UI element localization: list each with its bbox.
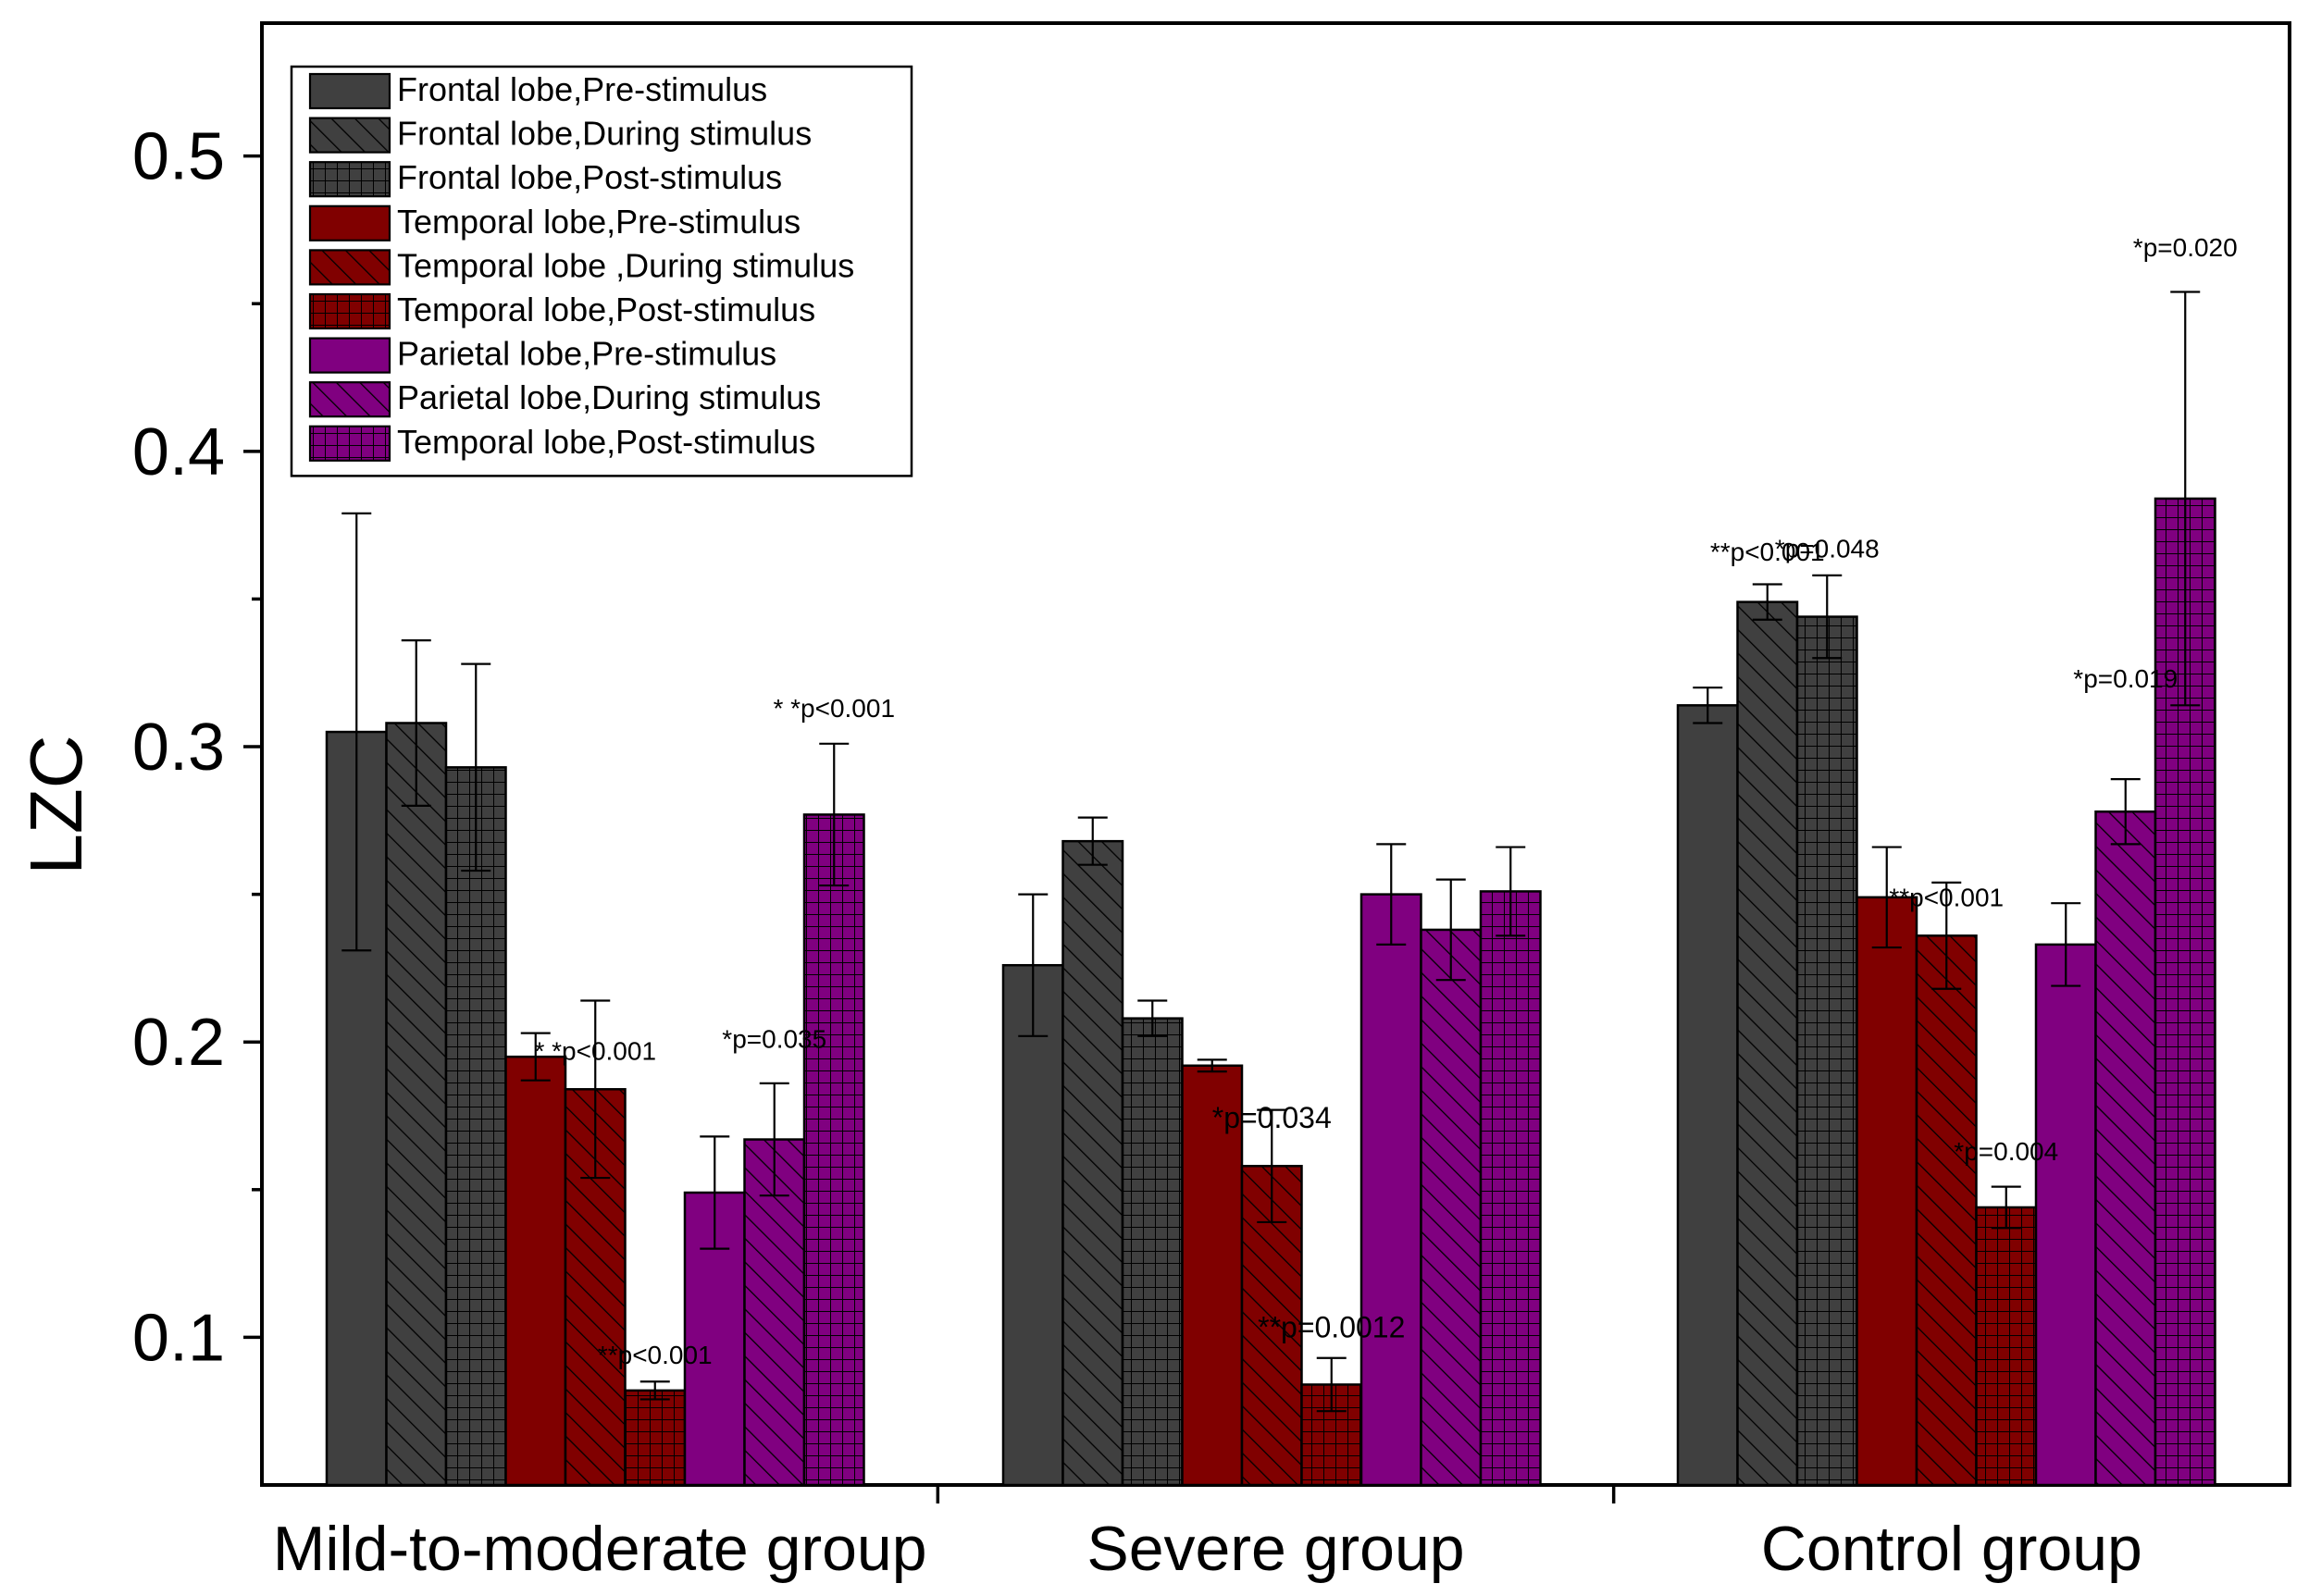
bar-pattern: [1062, 841, 1123, 1485]
legend-swatch-fill: [310, 205, 390, 241]
bar-fill: [505, 1057, 565, 1485]
significance-annotation: *p=0.019: [2073, 664, 2178, 693]
legend-swatch: [308, 292, 391, 330]
legend-box: [290, 65, 913, 477]
bar-pattern: [386, 723, 446, 1485]
legend-label: Frontal lobe,Pre-stimulus: [397, 70, 767, 108]
bars-layer: [325, 497, 2216, 1487]
significance-annotation: * *p<0.001: [534, 1036, 656, 1065]
significance-annotation: *p=0.020: [2133, 233, 2238, 262]
y-tick-label: 0.2: [132, 1006, 225, 1080]
legend-swatch-pattern: [310, 118, 390, 153]
significance-annotation: *p=0.048: [1775, 535, 1880, 563]
x-category-label: Mild-to-moderate group: [273, 1514, 927, 1584]
y-tick-label: 0.4: [132, 415, 225, 489]
x-category-label: Severe group: [1086, 1514, 1464, 1584]
legend-swatch: [308, 425, 391, 462]
legend-swatch: [308, 381, 391, 418]
bar-pattern: [1421, 929, 1481, 1485]
legend-label: Parietal lobe,Pre-stimulus: [397, 335, 776, 373]
bar-pattern: [744, 1139, 804, 1485]
legend-swatch: [308, 249, 391, 286]
axes-layer: 0.1 0.2 0.3 0.4 0.5 LZC Mild-to-moderate group…: [15, 120, 2142, 1584]
x-category-label: Control group: [1761, 1514, 2142, 1584]
bar-pattern: [1917, 935, 1977, 1485]
bar-pattern: [1976, 1206, 2036, 1485]
y-axis-label: LZC: [15, 735, 97, 874]
bar-fill: [2036, 944, 2096, 1485]
legend-swatch-pattern: [310, 426, 390, 461]
legend-label: Frontal lobe,Post-stimulus: [397, 158, 782, 196]
legend-swatch: [308, 161, 391, 198]
annotations-layer: * *p<0.001 **p<0.001 *p=0.035 * *p<0.001 *p=…: [534, 233, 2237, 1369]
legend-swatch-pattern: [310, 250, 390, 285]
significance-annotation: *p=0.004: [1954, 1137, 2058, 1166]
y-tick-label: 0.1: [132, 1301, 225, 1375]
bar-pattern: [804, 814, 864, 1485]
bar-fill: [1678, 705, 1738, 1485]
legend-swatch: [308, 117, 391, 154]
bar-fill: [1361, 894, 1421, 1485]
legend-swatch: [308, 204, 391, 241]
legend-label: Temporal lobe ,During stimulus: [397, 246, 854, 284]
significance-annotation: **p<0.001: [1889, 883, 2004, 911]
significance-annotation: **p=0.0012: [1258, 1310, 1405, 1343]
bar-fill: [1856, 897, 1917, 1485]
y-tick-label: 0.3: [132, 711, 225, 785]
bar-fill: [1182, 1065, 1242, 1485]
legend: Frontal lobe,Pre-stimulus Frontal lobe,Du…: [290, 65, 913, 477]
significance-annotation: *p=0.034: [1212, 1101, 1332, 1134]
legend-label: Temporal lobe,Post-stimulus: [397, 423, 815, 461]
legend-swatch: [308, 337, 391, 374]
legend-swatch-fill: [310, 74, 390, 108]
bar-pattern: [2095, 811, 2155, 1485]
significance-annotation: **p<0.001: [1710, 538, 1825, 566]
legend-swatch: [308, 72, 391, 110]
legend-swatch-fill: [310, 338, 390, 373]
bar-pattern: [1797, 616, 1857, 1485]
legend-label: Temporal lobe,Pre-stimulus: [397, 203, 801, 241]
error-bars-layer: [341, 291, 2201, 1413]
significance-annotation: * *p<0.001: [773, 694, 895, 723]
legend-swatch-pattern: [310, 382, 390, 417]
significance-annotation: **p<0.001: [598, 1341, 713, 1369]
bar-fill: [1003, 965, 1063, 1485]
bar-pattern: [625, 1390, 685, 1485]
bar-pattern: [1737, 601, 1797, 1485]
bar-pattern: [1123, 1018, 1183, 1485]
legend-swatch-pattern: [310, 294, 390, 328]
legend-label: Temporal lobe,Post-stimulus: [397, 291, 815, 328]
legend-label: Frontal lobe,During stimulus: [397, 115, 812, 153]
y-tick-label: 0.5: [132, 120, 225, 194]
significance-annotation: *p=0.035: [722, 1025, 826, 1054]
bar-pattern: [446, 767, 506, 1485]
legend-swatch-pattern: [310, 162, 390, 197]
bar-pattern: [1481, 891, 1541, 1485]
legend-label: Parietal lobe,During stimulus: [397, 378, 821, 416]
